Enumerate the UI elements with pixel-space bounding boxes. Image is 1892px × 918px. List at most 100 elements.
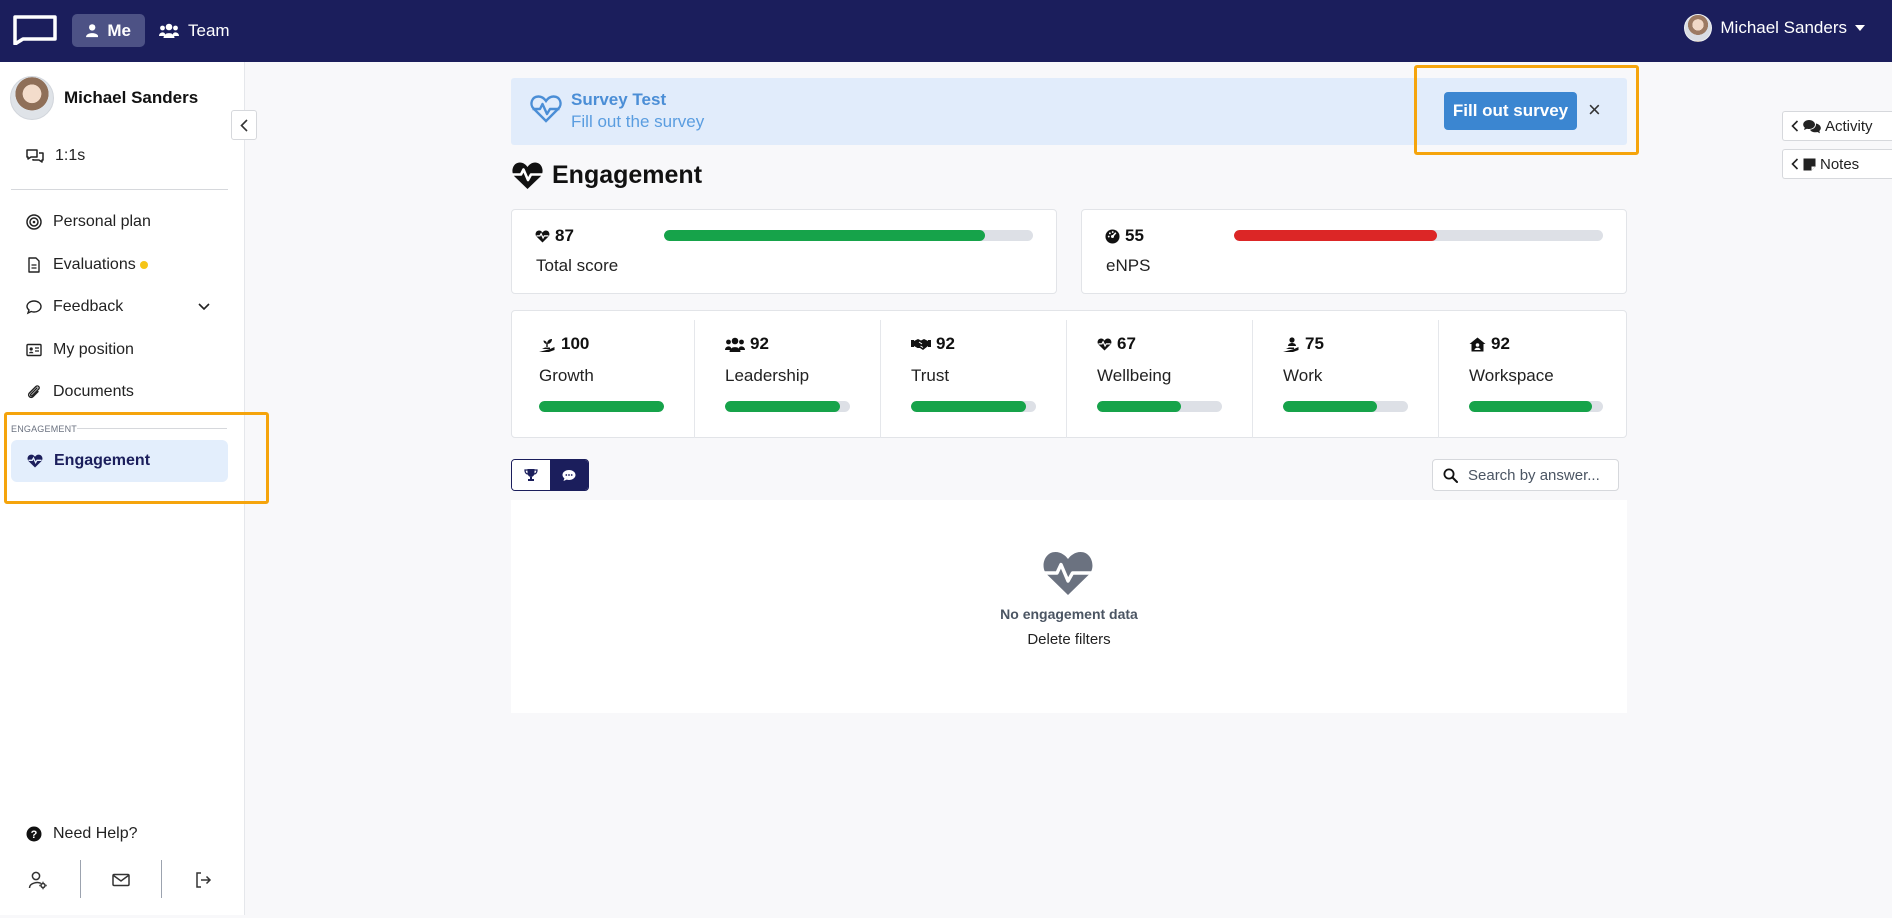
column-divider (694, 320, 695, 438)
score-number: 92 (750, 334, 769, 353)
category-value: 67 (1097, 334, 1136, 354)
question-circle-icon: ? (26, 826, 42, 842)
envelope-icon[interactable] (111, 870, 131, 890)
category-bar (911, 401, 1036, 412)
sidebar-item-documents[interactable]: Documents (26, 383, 134, 401)
sidebar-profile[interactable]: Michael Sanders (10, 76, 198, 120)
sidebar-item-one-on-ones[interactable]: 1:1s (26, 147, 85, 165)
app-logo-icon[interactable] (11, 15, 57, 45)
category-bar-fill (1469, 401, 1593, 412)
sticky-note-icon (1803, 158, 1816, 170)
category-bar (725, 401, 850, 412)
page-title-text: Engagement (552, 161, 703, 189)
category-workspace: 92 Workspace (1469, 311, 1603, 439)
help-link[interactable]: ? Need Help? (26, 825, 138, 843)
category-trust: 92 Trust (911, 311, 1036, 439)
notes-tab[interactable]: Notes (1782, 149, 1892, 179)
nav-team-button[interactable]: Team (145, 14, 244, 47)
banner-subtitle: Fill out the survey (571, 112, 705, 131)
footer-divider (161, 860, 162, 898)
total-score-label: Total score (536, 256, 619, 275)
category-label: Trust (911, 366, 950, 385)
category-value: 92 (725, 334, 769, 354)
sidebar-item-label: Evaluations (53, 256, 136, 273)
hand-holding-user-icon (1283, 336, 1299, 352)
close-icon[interactable]: × (1588, 97, 1601, 122)
score-number: 92 (1491, 334, 1510, 353)
column-divider (880, 320, 881, 438)
sidebar-item-label: 1:1s (55, 147, 86, 164)
category-bar-fill (911, 401, 1026, 412)
score-number: 100 (561, 334, 590, 353)
search-icon (1443, 468, 1458, 483)
paperclip-icon (27, 385, 40, 399)
heart-pulse-icon (530, 95, 562, 123)
notification-dot (139, 261, 148, 269)
column-divider (1252, 320, 1253, 438)
speech-bubble-icon (26, 300, 42, 315)
comment-dots-icon (562, 469, 576, 481)
notes-tab-label: Notes (1820, 155, 1860, 173)
score-number: 67 (1117, 334, 1136, 353)
nav-me-button[interactable]: Me (72, 14, 145, 47)
column-divider (1438, 320, 1439, 438)
sidebar-item-evaluations[interactable]: Evaluations (26, 256, 148, 274)
category-leadership: 92 Leadership (725, 311, 850, 439)
heart-pulse-icon (1097, 338, 1112, 351)
id-card-icon (26, 343, 42, 357)
score-number: 55 (1125, 226, 1144, 245)
activity-tab-label: Activity (1825, 117, 1873, 135)
sidebar: Michael Sanders 1:1s Personal plan Evalu… (0, 62, 245, 915)
comments-view-button[interactable] (550, 460, 588, 490)
chevron-left-icon (1791, 120, 1799, 132)
chat-bubbles-icon (26, 149, 44, 163)
category-bar (539, 401, 664, 412)
sidebar-item-engagement[interactable]: Engagement (11, 440, 228, 482)
handshake-icon (911, 339, 931, 350)
fill-out-survey-button[interactable]: Fill out survey (1444, 92, 1577, 130)
caret-down-icon (1855, 25, 1865, 31)
activity-tab[interactable]: Activity (1782, 111, 1892, 141)
total-score-bar-fill (664, 230, 986, 241)
svg-text:?: ? (31, 829, 38, 841)
chevron-down-icon[interactable] (198, 303, 210, 311)
delete-filters-link[interactable]: Delete filters (1027, 631, 1111, 648)
avatar (1684, 14, 1713, 42)
engagement-results-panel: No engagement data Delete filters (511, 500, 1627, 713)
sidebar-item-personal-plan[interactable]: Personal plan (26, 213, 151, 231)
category-bar (1469, 401, 1603, 412)
enps-value: 55 (1105, 226, 1144, 246)
score-number: 87 (555, 226, 574, 245)
sidebar-item-label: My position (53, 341, 134, 358)
ranking-view-button[interactable] (512, 460, 550, 490)
category-bar-fill (1097, 401, 1181, 412)
empty-state-title: No engagement data (1000, 606, 1138, 622)
user-settings-icon[interactable] (28, 870, 48, 890)
collapse-sidebar-button[interactable] (231, 110, 257, 140)
category-bar (1283, 401, 1408, 412)
house-user-icon (1469, 337, 1486, 351)
page-title: Engagement (511, 161, 702, 190)
sidebar-section-label: ENGAGEMENT (11, 424, 78, 434)
enps-label: eNPS (1106, 256, 1151, 275)
seedling-hand-icon (539, 338, 555, 352)
category-value: 100 (539, 334, 589, 354)
category-value: 75 (1283, 334, 1324, 354)
view-toggle (511, 459, 589, 491)
total-score-bar (664, 230, 1033, 241)
trophy-icon (524, 469, 538, 481)
user-icon (86, 24, 99, 38)
category-growth: 100 Growth (539, 311, 664, 439)
sidebar-item-label: Documents (53, 383, 134, 400)
heart-pulse-icon (512, 162, 543, 189)
logout-icon[interactable] (193, 870, 213, 890)
search-input[interactable] (1468, 466, 1608, 484)
chevron-left-icon (1791, 158, 1799, 170)
help-label: Need Help? (53, 825, 138, 842)
category-bar-fill (725, 401, 840, 412)
sidebar-item-feedback[interactable]: Feedback (26, 298, 211, 316)
sidebar-item-my-position[interactable]: My position (26, 341, 134, 359)
category-wellbeing: 67 Wellbeing (1097, 311, 1222, 439)
user-menu[interactable]: Michael Sanders (1684, 14, 1865, 42)
category-label: Work (1283, 366, 1323, 385)
